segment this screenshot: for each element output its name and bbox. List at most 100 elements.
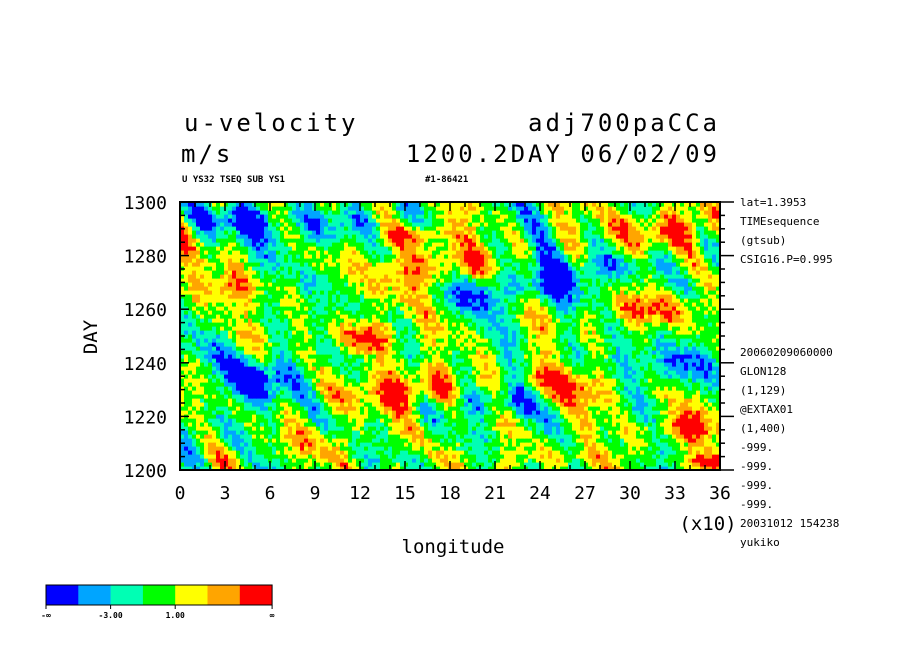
heatmap-cell — [564, 466, 569, 471]
heatmap-cell — [304, 342, 309, 347]
heatmap-cell — [288, 466, 293, 471]
heatmap-cell — [692, 430, 697, 435]
heatmap-cell — [456, 462, 461, 467]
heatmap-cell — [232, 402, 237, 407]
heatmap-cell — [332, 386, 337, 391]
heatmap-cell — [248, 366, 253, 371]
heatmap-cell — [456, 466, 461, 471]
heatmap-cell — [532, 418, 537, 423]
heatmap-cell — [472, 346, 477, 351]
heatmap-cell — [416, 450, 421, 455]
heatmap-cell — [636, 358, 641, 363]
heatmap-cell — [572, 410, 577, 415]
heatmap-cell — [408, 334, 413, 339]
heatmap-cell — [620, 378, 625, 383]
heatmap-cell — [184, 438, 189, 443]
heatmap-cell — [704, 394, 709, 399]
heatmap-cell — [464, 338, 469, 343]
heatmap-cell — [300, 338, 305, 343]
heatmap-cell — [468, 454, 473, 459]
heatmap-cell — [412, 390, 417, 395]
heatmap-cell — [692, 450, 697, 455]
heatmap-cell — [324, 350, 329, 355]
heatmap-cell — [656, 406, 661, 411]
heatmap-cell — [672, 342, 677, 347]
heatmap-cell — [284, 334, 289, 339]
heatmap-cell — [684, 462, 689, 467]
heatmap-cell — [588, 342, 593, 347]
heatmap-cell — [392, 378, 397, 383]
heatmap-cell — [368, 390, 373, 395]
heatmap-cell — [500, 366, 505, 371]
heatmap-cell — [436, 366, 441, 371]
heatmap-cell — [564, 450, 569, 455]
heatmap-cell — [616, 418, 621, 423]
heatmap-cell — [648, 346, 653, 351]
heatmap-cell — [332, 358, 337, 363]
heatmap-cell — [680, 410, 685, 415]
heatmap-cell — [620, 450, 625, 455]
heatmap-cell — [716, 434, 721, 439]
heatmap-cell — [392, 406, 397, 411]
heatmap-cell — [664, 386, 669, 391]
heatmap-cell — [332, 430, 337, 435]
heatmap-cell — [568, 342, 573, 347]
heatmap-cell — [548, 402, 553, 407]
heatmap-cell — [472, 438, 477, 443]
heatmap-cell — [228, 354, 233, 359]
heatmap-cell — [612, 438, 617, 443]
heatmap-cell — [472, 422, 477, 427]
heatmap-cell — [656, 362, 661, 367]
heatmap-cell — [412, 426, 417, 431]
heatmap-cell — [312, 370, 317, 375]
heatmap-cell — [324, 358, 329, 363]
heatmap-cell — [440, 370, 445, 375]
heatmap-cell — [256, 438, 261, 443]
heatmap-cell — [536, 390, 541, 395]
heatmap-cell — [680, 394, 685, 399]
heatmap-cell — [444, 382, 449, 387]
heatmap-cell — [448, 422, 453, 427]
heatmap-cell — [228, 426, 233, 431]
heatmap-cell — [184, 402, 189, 407]
heatmap-cell — [500, 342, 505, 347]
heatmap-cell — [676, 450, 681, 455]
heatmap-cell — [632, 394, 637, 399]
heatmap-cell — [280, 382, 285, 387]
heatmap-cell — [420, 410, 425, 415]
heatmap-cell — [284, 378, 289, 383]
heatmap-cell — [316, 366, 321, 371]
heatmap-cell — [704, 362, 709, 367]
heatmap-cell — [228, 326, 233, 331]
heatmap-cell — [212, 326, 217, 331]
heatmap-cell — [224, 438, 229, 443]
heatmap-cell — [456, 422, 461, 427]
heatmap-cell — [304, 390, 309, 395]
heatmap-cell — [208, 394, 213, 399]
heatmap-cell — [244, 330, 249, 335]
heatmap-cell — [388, 350, 393, 355]
heatmap-cell — [344, 450, 349, 455]
heatmap-cell — [504, 326, 509, 331]
heatmap-cell — [556, 450, 561, 455]
heatmap-cell — [336, 342, 341, 347]
heatmap-cell — [580, 334, 585, 339]
heatmap-cell — [304, 330, 309, 335]
heatmap-cell — [260, 394, 265, 399]
heatmap-cell — [196, 374, 201, 379]
heatmap-cell — [684, 406, 689, 411]
heatmap-cell — [244, 346, 249, 351]
heatmap-cell — [584, 350, 589, 355]
heatmap-cell — [684, 378, 689, 383]
heatmap-cell — [512, 322, 517, 327]
heatmap-cell — [680, 322, 685, 327]
heatmap-cell — [192, 370, 197, 375]
heatmap-cell — [180, 362, 185, 367]
heatmap-cell — [264, 366, 269, 371]
heatmap-cell — [628, 358, 633, 363]
heatmap-cell — [336, 330, 341, 335]
heatmap-cell — [328, 386, 333, 391]
heatmap-cell — [312, 362, 317, 367]
heatmap-cell — [268, 406, 273, 411]
heatmap-cell — [460, 430, 465, 435]
